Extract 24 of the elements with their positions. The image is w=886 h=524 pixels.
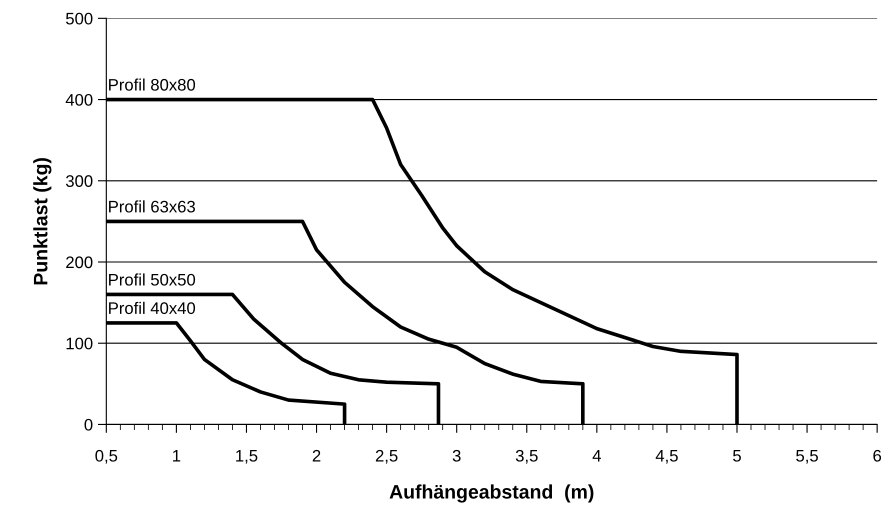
x-tick-label: 2,5 [376, 450, 398, 464]
y-tick-label: 200 [66, 256, 92, 268]
series-label: Profil 63x63 [109, 200, 195, 213]
x-tick-label: 1 [173, 450, 180, 462]
y-tick-label: 100 [66, 338, 92, 350]
x-axis-title: Aufhängeabstand (m) [390, 484, 594, 503]
series-label: Profil 50x50 [109, 273, 196, 286]
x-tick-label: 6 [873, 450, 882, 462]
x-tick-label: 4 [592, 450, 601, 462]
series-label: Profil 40x40 [109, 302, 196, 314]
x-tick-label: 1,5 [236, 450, 258, 464]
x-tick-label: 4,5 [656, 450, 678, 464]
x-tick-label: 3,5 [516, 450, 538, 464]
x-tick-label: 3 [452, 450, 461, 462]
x-tick-label: 2 [312, 450, 320, 462]
x-tick-label: 5 [733, 450, 741, 462]
y-tick-label: 400 [66, 94, 92, 106]
y-tick-label: 300 [66, 175, 92, 187]
series-label: Profil 80x80 [109, 78, 196, 91]
y-tick-label: 500 [66, 12, 92, 25]
y-tick-label: 0 [84, 418, 92, 431]
x-tick-label: 5,5 [796, 450, 818, 464]
x-tick-label: 0,5 [95, 450, 118, 464]
y-axis-title: Punktlast (kg) [33, 158, 52, 284]
